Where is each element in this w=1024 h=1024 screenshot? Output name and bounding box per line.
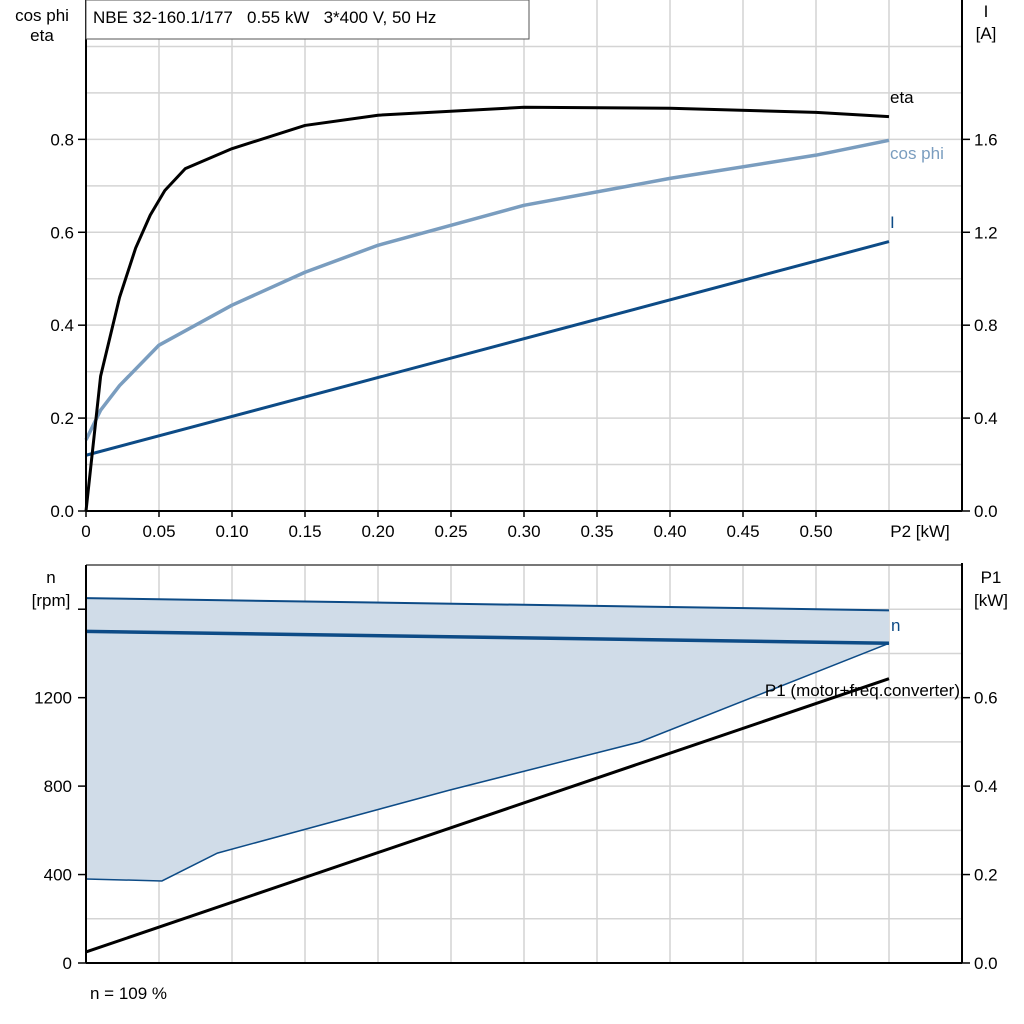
label-p1: P1 (motor+freq.converter) — [765, 681, 960, 700]
bottom-right-axis-label-2: [kW] — [974, 591, 1008, 610]
bottom-right-tick-label: 0.2 — [974, 866, 998, 885]
top-left-axis-label-1: cos phi — [15, 6, 69, 25]
label-eta: eta — [890, 88, 914, 107]
top-right-axis-label-1: I — [984, 2, 989, 21]
top-right-tick-label: 0.0 — [974, 502, 998, 521]
top-grid — [86, 0, 962, 511]
x-tick-label: 0.10 — [215, 522, 248, 541]
title-box — [85, 0, 530, 40]
top-right-tick-label: 0.4 — [974, 409, 998, 428]
top-right-tick-label: 1.6 — [974, 130, 998, 149]
bottom-left-tick-label: 1200 — [34, 689, 72, 708]
bottom-right-axis-label-1: P1 — [981, 568, 1002, 587]
bottom-left-tick-label: 0 — [63, 954, 72, 973]
x-tick-label: 0.40 — [653, 522, 686, 541]
axes: 0 0.05 0.10 0.15 0.20 0.25 0.30 0.35 0.40 0.45 0.5… — [34, 0, 998, 973]
label-speed: n — [891, 616, 900, 635]
x-tick-label: 0.50 — [799, 522, 832, 541]
bottom-left-tick-label: 400 — [44, 866, 72, 885]
p1-line — [85, 677, 890, 954]
label-cos-phi: cos phi — [890, 144, 944, 163]
top-left-tick-label: 0.6 — [50, 223, 74, 242]
top-left-axis-label-2: eta — [30, 26, 54, 45]
chart-marks — [84, 105, 890, 954]
bottom-left-tick-label: 800 — [44, 777, 72, 796]
x-tick-label: 0.05 — [142, 522, 175, 541]
top-left-tick-label: 0.8 — [50, 130, 74, 149]
top-right-axis-label-2: [A] — [976, 24, 997, 43]
top-right-tick-label: 0.8 — [974, 316, 998, 335]
x-axis-label: P2 [kW] — [890, 522, 950, 541]
speed-range-band — [86, 598, 889, 881]
bottom-left-axis-label-2: [rpm] — [32, 591, 71, 610]
x-tick-label: 0.45 — [726, 522, 759, 541]
top-left-tick-label: 0.4 — [50, 316, 74, 335]
top-left-tick-label: 0.2 — [50, 409, 74, 428]
speed-band-lower-line — [85, 642, 890, 882]
label-current: I — [890, 213, 895, 232]
x-tick-label: 0.35 — [580, 522, 613, 541]
x-tick-label: 0.30 — [507, 522, 540, 541]
eta-line — [84, 105, 890, 512]
bottom-right-tick-label: 0.6 — [974, 689, 998, 708]
bottom-right-tick-label: 0.0 — [974, 954, 998, 973]
x-tick-label: 0 — [81, 522, 90, 541]
x-tick-label: 0.25 — [434, 522, 467, 541]
current-line — [85, 240, 890, 457]
x-tick-label: 0.20 — [361, 522, 394, 541]
top-right-tick-label: 1.2 — [974, 223, 998, 242]
chart-title: NBE 32-160.1/177 0.55 kW 3*400 V, 50 Hz — [93, 8, 436, 27]
bottom-right-tick-label: 0.4 — [974, 777, 998, 796]
speed-line — [85, 629, 890, 646]
bottom-left-axis-label-1: n — [46, 568, 55, 587]
speed-band-upper-line — [85, 597, 890, 612]
footer-note: n = 109 % — [90, 984, 167, 1003]
cos-phi-line — [84, 138, 890, 441]
top-left-tick-label: 0.0 — [50, 502, 74, 521]
x-tick-label: 0.15 — [288, 522, 321, 541]
